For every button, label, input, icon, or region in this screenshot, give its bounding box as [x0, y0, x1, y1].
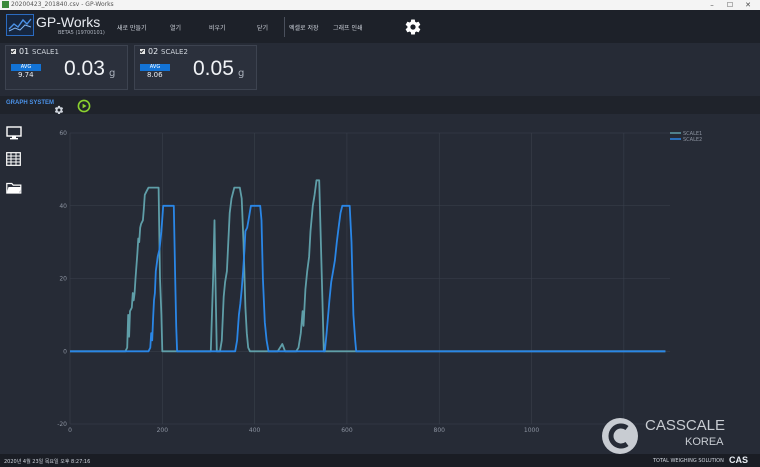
scale2-unit: g — [238, 68, 245, 79]
scale2-id: 02 — [148, 47, 159, 56]
app-logo — [6, 14, 34, 36]
scale-panel-1: 01 SCALE1 AVG 9.74 0.03 g — [5, 45, 128, 90]
status-brand: CAS — [729, 455, 749, 465]
scale2-weight: 0.05 — [193, 57, 234, 80]
menu-divider — [284, 17, 285, 37]
weight-chart[interactable]: -200204060020040060080010001200SCALE1SCA… — [30, 114, 760, 454]
watermark-line1: CASSCALE — [645, 417, 726, 434]
folder-icon[interactable] — [6, 179, 22, 198]
status-bar — [0, 454, 760, 467]
scale1-avg-value: 9.74 — [18, 71, 34, 79]
scale1-avg-badge: AVG — [11, 64, 41, 71]
status-tagline: TOTAL WEIGHING SOLUTION — [653, 458, 724, 464]
graph-settings-gear-icon[interactable] — [54, 100, 64, 119]
x-tick-label: 0 — [68, 427, 72, 434]
scale1-checkbox[interactable] — [11, 49, 16, 54]
y-tick-label: 60 — [59, 130, 67, 137]
y-tick-label: 40 — [59, 203, 67, 210]
scale-panel-2: 02 SCALE2 AVG 8.06 0.05 g — [134, 45, 257, 90]
menu-new[interactable]: 새로 만들기 — [117, 25, 147, 32]
scale2-name: SCALE2 — [161, 48, 188, 56]
scale2-checkbox[interactable] — [140, 49, 145, 54]
maximize-button[interactable]: ☐ — [726, 1, 734, 9]
legend-label: SCALE1 — [683, 131, 702, 137]
sidebar — [0, 114, 30, 454]
app-header — [0, 10, 760, 43]
table-icon[interactable] — [6, 151, 21, 170]
scale1-weight: 0.03 — [64, 57, 105, 80]
settings-gear-icon[interactable] — [404, 18, 422, 40]
scale1-name: SCALE1 — [32, 48, 59, 56]
y-tick-label: -20 — [57, 421, 67, 428]
minimize-button[interactable]: – — [710, 1, 714, 9]
scale1-id: 01 — [19, 47, 30, 56]
x-tick-label: 1000 — [524, 427, 539, 434]
window-titlebar: 20200423_201840.csv - GP-Works – ☐ ✕ — [0, 0, 760, 10]
watermark-line2: KOREA — [685, 436, 724, 448]
series-line-scale2 — [70, 204, 666, 353]
scale2-avg-badge: AVG — [140, 64, 170, 71]
casscale-logo-icon — [600, 416, 640, 460]
monitor-icon[interactable] — [6, 125, 22, 144]
x-tick-label: 800 — [434, 427, 446, 434]
x-tick-label: 600 — [341, 427, 353, 434]
app-icon — [2, 1, 9, 8]
app-brand: GP-Works — [36, 14, 101, 30]
graph-system-label: GRAPH SYSTEM — [6, 100, 55, 106]
x-tick-label: 200 — [157, 427, 169, 434]
y-tick-label: 0 — [63, 348, 67, 355]
graph-system-bar — [0, 96, 760, 114]
play-icon[interactable] — [77, 98, 91, 117]
menu-clear[interactable]: 비우기 — [209, 25, 226, 32]
close-window-button[interactable]: ✕ — [745, 1, 751, 9]
scale2-avg-value: 8.06 — [147, 71, 163, 79]
chart-area: -200204060020040060080010001200SCALE1SCA… — [30, 114, 760, 454]
menu-open[interactable]: 열기 — [170, 25, 182, 32]
menu-print[interactable]: 그래프 인쇄 — [333, 25, 363, 32]
status-datetime: 2020년 4월 23일 목요일 오후 8:27:16 — [4, 459, 91, 465]
app-version: BETA5 (19700101) — [58, 30, 105, 36]
window-title: 20200423_201840.csv - GP-Works — [11, 1, 114, 8]
scale1-unit: g — [109, 68, 116, 79]
menu-excel[interactable]: 엑셀로 저장 — [289, 25, 319, 32]
menu-close[interactable]: 닫기 — [257, 25, 269, 32]
x-tick-label: 400 — [249, 427, 261, 434]
legend-label: SCALE2 — [683, 137, 702, 143]
y-tick-label: 20 — [59, 276, 67, 283]
